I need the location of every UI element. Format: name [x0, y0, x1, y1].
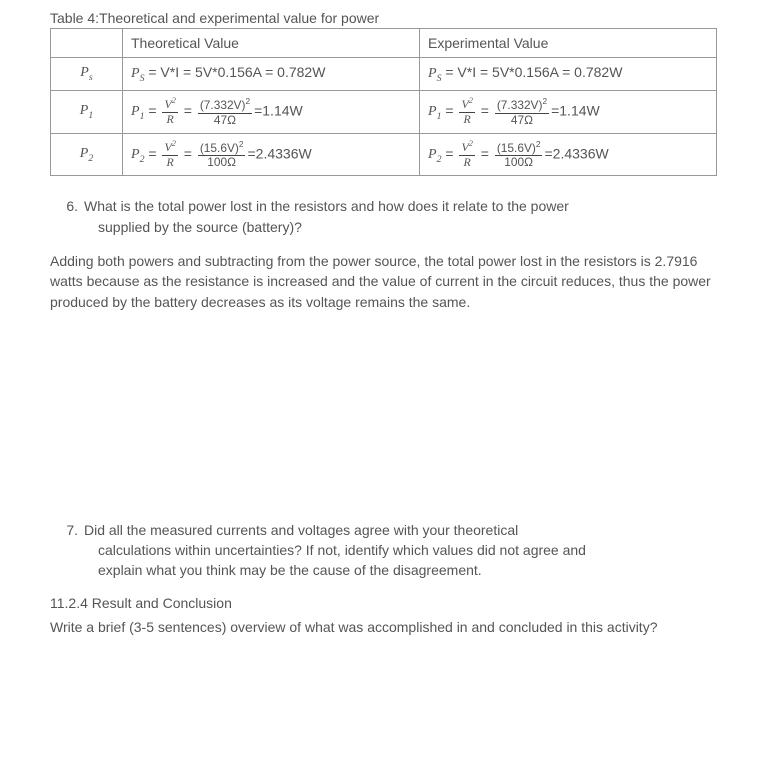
- q7-line1: Did all the measured currents and voltag…: [84, 522, 518, 538]
- row1-exp: P1 = V2R = (7.332V)247Ω=1.14W: [420, 90, 717, 133]
- question-7: 7. Did all the measured currents and volt…: [50, 520, 717, 581]
- row1-label: P1: [51, 90, 123, 133]
- header-blank: [51, 29, 123, 58]
- q6-line1: What is the total power lost in the resi…: [84, 198, 569, 214]
- table-row: Ps PS = V*I = 5V*0.156A = 0.782W PS = V*…: [51, 58, 717, 91]
- table-header-row: Theoretical Value Experimental Value: [51, 29, 717, 58]
- row0-label: Ps: [51, 58, 123, 91]
- row0-exp: PS = V*I = 5V*0.156A = 0.782W: [420, 58, 717, 91]
- table-row: P2 P2 = V2R = (15.6V)2100Ω=2.4336W P2 = …: [51, 133, 717, 176]
- header-theoretical: Theoretical Value: [123, 29, 420, 58]
- section-heading: 11.2.4 Result and Conclusion: [50, 595, 717, 611]
- row2-label: P2: [51, 133, 123, 176]
- q7-line2: calculations within uncertainties? If no…: [50, 540, 717, 560]
- q7-line3: explain what you think may be the cause …: [50, 560, 717, 580]
- vertical-spacer: [50, 326, 717, 506]
- table-row: P1 P1 = V2R = (7.332V)247Ω=1.14W P1 = V2…: [51, 90, 717, 133]
- section-text: Write a brief (3-5 sentences) overview o…: [50, 617, 717, 637]
- table-caption: Table 4:Theoretical and experimental val…: [50, 10, 717, 26]
- row0-theo: PS = V*I = 5V*0.156A = 0.782W: [123, 58, 420, 91]
- q7-number: 7.: [50, 520, 78, 540]
- row1-theo: P1 = V2R = (7.332V)247Ω=1.14W: [123, 90, 420, 133]
- header-experimental: Experimental Value: [420, 29, 717, 58]
- q6-line2: supplied by the source (battery)?: [50, 217, 717, 237]
- row2-theo: P2 = V2R = (15.6V)2100Ω=2.4336W: [123, 133, 420, 176]
- row2-exp: P2 = V2R = (15.6V)2100Ω=2.4336W: [420, 133, 717, 176]
- page-content: Table 4:Theoretical and experimental val…: [0, 0, 767, 671]
- question-6: 6. What is the total power lost in the re…: [50, 196, 717, 237]
- q6-answer: Adding both powers and subtracting from …: [50, 251, 717, 312]
- power-table: Theoretical Value Experimental Value Ps …: [50, 28, 717, 176]
- q6-number: 6.: [50, 196, 78, 216]
